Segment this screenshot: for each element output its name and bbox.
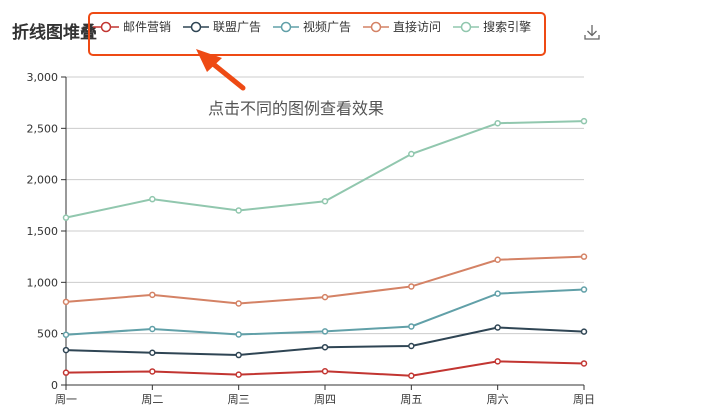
x-tick-label: 周日	[573, 393, 595, 406]
data-point[interactable]	[62, 331, 70, 338]
y-tick-label: 1,500	[27, 225, 59, 238]
annotation-arrow	[196, 49, 246, 91]
legend-label: 直接访问	[393, 20, 442, 34]
y-tick-label: 1,000	[27, 276, 59, 289]
x-tick-label: 周六	[487, 393, 509, 406]
legend-label: 邮件营销	[123, 20, 172, 34]
y-tick-label: 2,500	[27, 122, 59, 135]
legend-label: 视频广告	[303, 20, 352, 34]
legend-label: 搜索引擎	[483, 20, 532, 34]
legend-item-3[interactable]: 直接访问	[363, 18, 441, 35]
data-point[interactable]	[62, 346, 70, 354]
annotation-text: 点击不同的图例查看效果	[208, 99, 385, 118]
legend-line-icon	[273, 21, 300, 32]
legend: 邮件营销 联盟广告 视频广告 直接访问 搜索引擎	[93, 18, 543, 35]
data-point[interactable]	[235, 300, 242, 307]
y-tick-label: 2,000	[27, 174, 59, 187]
data-point[interactable]	[235, 371, 242, 378]
data-point[interactable]	[580, 253, 588, 260]
y-tick-label: 0	[51, 379, 58, 392]
data-point[interactable]	[408, 283, 415, 290]
data-point[interactable]	[149, 368, 156, 375]
x-tick-label: 周四	[314, 393, 336, 406]
data-point[interactable]	[321, 197, 329, 205]
data-point[interactable]	[580, 328, 588, 335]
x-tick-label: 周二	[141, 393, 163, 406]
legend-item-2[interactable]: 视频广告	[273, 18, 351, 35]
y-tick-label: 500	[37, 328, 58, 341]
legend-line-icon	[363, 21, 390, 32]
data-point[interactable]	[321, 293, 329, 301]
data-point[interactable]	[149, 349, 156, 357]
data-point[interactable]	[235, 331, 242, 338]
data-point[interactable]	[408, 323, 415, 330]
data-point[interactable]	[321, 343, 329, 351]
chart-title: 折线图堆叠	[12, 23, 97, 43]
data-point[interactable]	[580, 117, 588, 125]
data-point[interactable]	[149, 195, 156, 203]
data-point[interactable]	[321, 328, 329, 335]
data-point[interactable]	[408, 342, 415, 350]
data-point[interactable]	[62, 298, 70, 306]
data-point[interactable]	[494, 119, 501, 127]
y-tick-label: 3,000	[27, 71, 59, 84]
data-point[interactable]	[494, 256, 501, 263]
data-point[interactable]	[494, 290, 501, 297]
data-point[interactable]	[62, 214, 70, 221]
x-tick-label: 周一	[55, 393, 77, 406]
data-point[interactable]	[494, 324, 501, 331]
legend-item-0[interactable]: 邮件营销	[93, 18, 171, 35]
data-point[interactable]	[580, 360, 588, 367]
data-point[interactable]	[580, 286, 588, 293]
data-point[interactable]	[408, 150, 415, 158]
legend-item-1[interactable]: 联盟广告	[183, 18, 261, 35]
x-tick-label: 周三	[228, 393, 250, 406]
legend-line-icon	[453, 21, 480, 32]
data-point[interactable]	[321, 367, 329, 375]
legend-line-icon	[183, 21, 210, 32]
data-point[interactable]	[235, 351, 242, 359]
data-point[interactable]	[149, 291, 156, 299]
data-point[interactable]	[149, 325, 156, 333]
data-point[interactable]	[494, 358, 501, 365]
data-point[interactable]	[235, 207, 242, 214]
legend-line-icon	[93, 21, 119, 32]
legend-label: 联盟广告	[213, 20, 262, 34]
data-point[interactable]	[408, 372, 415, 380]
data-point[interactable]	[62, 369, 70, 376]
legend-item-4[interactable]: 搜索引擎	[453, 18, 531, 35]
download-icon[interactable]	[583, 23, 601, 45]
x-tick-label: 周五	[400, 393, 422, 406]
legend-highlight-box	[88, 12, 546, 56]
